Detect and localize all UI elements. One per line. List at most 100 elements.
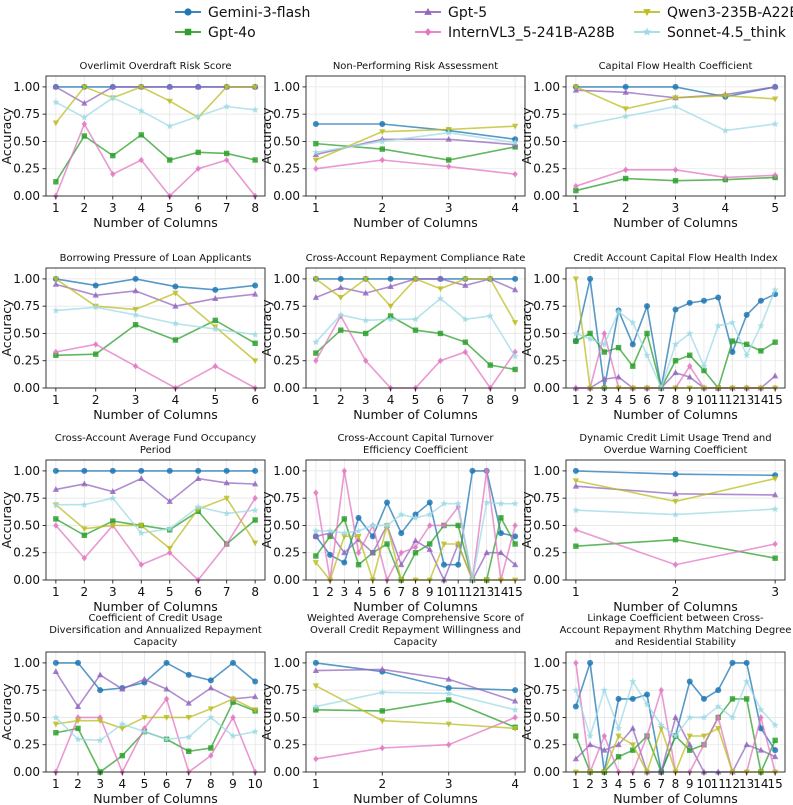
data-point [251,106,259,113]
legend-marker-triangle-up [424,7,432,15]
y-axis-label: Accuracy [0,491,14,549]
series-line [55,671,256,708]
data-point [53,516,59,522]
x-tick-label: 7 [462,393,470,407]
series-line [55,497,256,582]
series-gpt-5 [52,83,259,106]
chart-title-line: Borrowing Pressure of Loan Applicants [60,253,252,264]
data-point [138,132,144,138]
data-point [312,527,320,534]
data-point [326,527,334,534]
x-tick-label: 1 [312,201,320,215]
data-point [687,362,693,370]
data-point [587,275,594,282]
y-tick-label: 0.00 [533,381,560,395]
series-internvl3-5-241b-a28b [53,341,258,392]
data-point [629,742,636,749]
chart-title-line: Non-Performing Risk Assessment [333,61,498,72]
x-tick-label: 11 [711,777,726,791]
series-line [55,497,256,550]
x-tick-label: 2 [92,393,100,407]
data-point [643,700,651,708]
series-sonnet-4-5-think [52,303,259,338]
data-point [398,561,405,568]
data-point [81,84,88,91]
x-tick-label: 10 [248,777,263,791]
data-point [714,702,722,710]
panel-cross-account-average-fund-occupancy-period: 0.00 0.25 0.50 0.75 1.00 1 2 3 4 5 6 7 8 Number of Co… [0,433,266,614]
data-point [340,529,348,537]
data-point [573,659,579,667]
data-point [486,312,494,320]
panel-weighted-average-comprehensive-score-of-overall-credit-repayment-willingness-and-capacity: 0.00 0.25 0.50 0.75 1.00 1 2 3 4 Number of Column… [259,613,526,805]
data-point [195,149,201,156]
data-point [686,678,693,685]
data-point [337,311,345,318]
data-point [497,499,505,507]
data-point [327,551,334,558]
data-point [166,524,174,532]
data-point [166,467,173,474]
data-point [252,282,259,289]
data-point [251,84,259,91]
series-line [315,668,516,702]
data-point [312,121,319,127]
data-point [411,514,420,521]
y-tick-label: 0.25 [533,162,560,176]
data-point [412,543,419,551]
x-tick-label: 2 [622,201,630,215]
y-tick-label: 0.25 [533,546,560,560]
data-point [96,671,104,678]
y-tick-label: 1.00 [533,464,560,478]
data-point [96,736,104,744]
data-point [119,752,125,759]
series-internvl3-5-241b-a28b [313,156,518,178]
data-point [172,283,179,290]
y-tick-label: 0.50 [13,518,40,532]
data-point [384,499,391,506]
data-point [223,102,231,110]
data-point [132,275,139,282]
series-line [55,716,256,742]
x-tick-label: 5 [141,777,149,791]
data-point [729,659,736,666]
data-point [230,659,237,666]
series-gpt-5 [52,280,259,309]
data-point [312,294,320,300]
series-line [315,662,516,691]
data-point [163,695,170,703]
data-point [327,533,333,540]
series-line [55,133,256,183]
x-tick-label: 3 [109,585,117,599]
data-point [573,526,579,534]
x-tick-label: 1 [52,777,60,791]
data-point [138,523,145,529]
data-point [511,138,519,146]
data-point [511,561,519,568]
y-axis-label: Accuracy [259,299,274,357]
series-gpt-4o [53,132,258,185]
x-tick-label: 7 [223,201,231,215]
data-point [109,494,117,502]
data-point [362,330,369,337]
data-point [223,509,231,517]
data-point [757,322,765,329]
x-tick-label: 2 [378,777,386,791]
x-tick-label: 8 [207,777,215,791]
data-point [412,537,419,544]
x-tick-label: 2 [337,393,345,407]
data-point [132,311,140,318]
y-tick-label: 1.00 [13,272,40,286]
data-point [729,696,736,702]
data-point [757,746,765,753]
x-tick-label: 1 [572,393,580,407]
data-point [207,706,215,713]
data-point [313,755,319,763]
x-tick-label: 5 [369,585,377,599]
legend-entry-sonnet-4-5-think: Sonnet-4.5_think [634,25,787,41]
data-point [312,560,320,566]
y-tick-label: 1.00 [533,80,560,94]
y-tick-label: 1.00 [533,272,560,286]
data-point [109,488,116,495]
data-point [427,541,433,547]
